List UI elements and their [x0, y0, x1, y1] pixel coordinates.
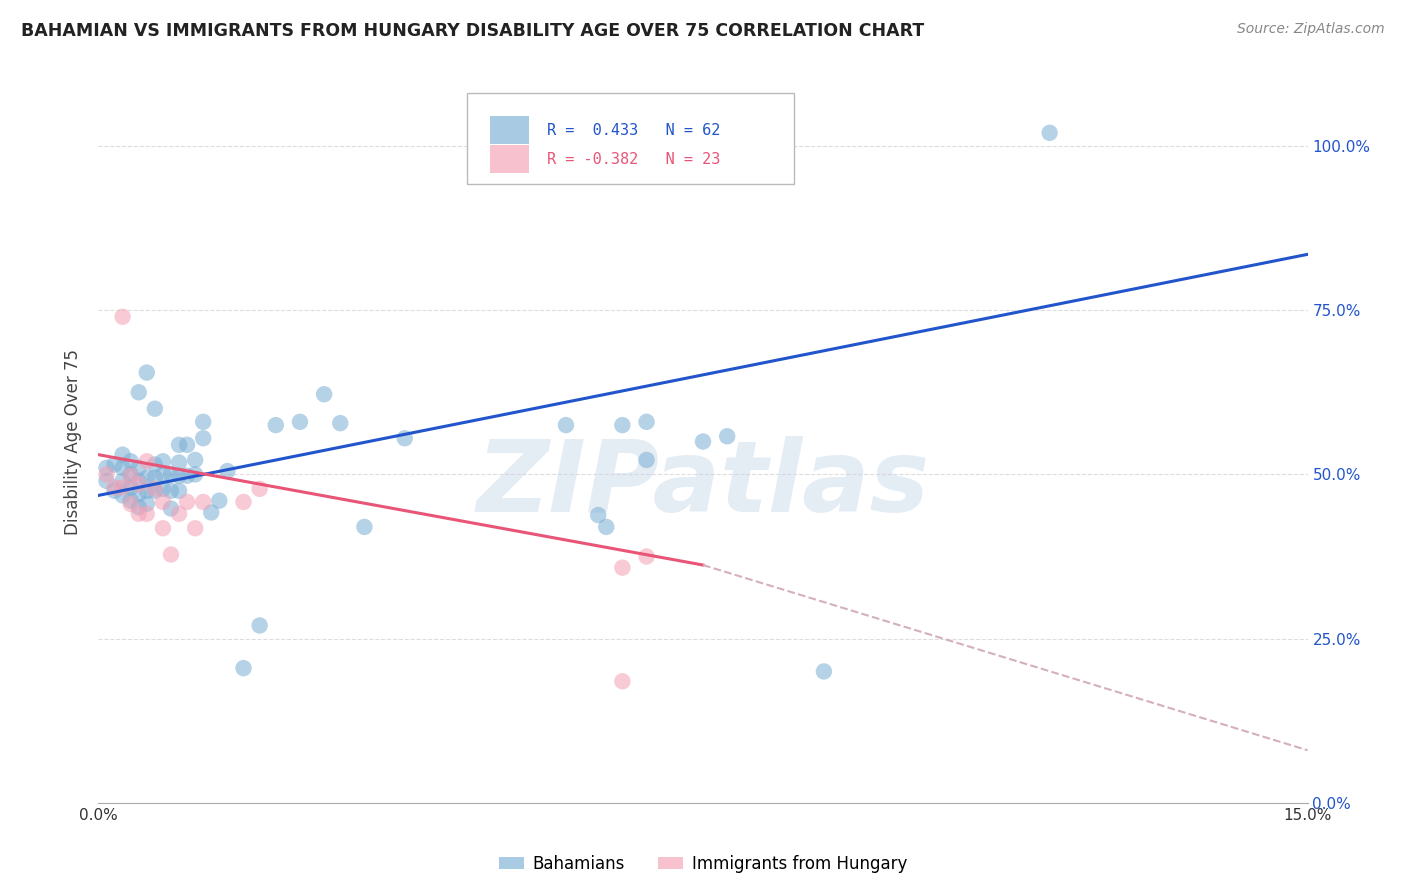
Point	[692, 434, 714, 449]
Point	[193, 495, 215, 509]
Point	[143, 483, 166, 498]
Point	[120, 468, 142, 483]
Point	[288, 415, 311, 429]
Point	[217, 464, 239, 478]
Point	[103, 481, 125, 495]
Point	[152, 495, 174, 509]
Legend: Bahamians, Immigrants from Hungary: Bahamians, Immigrants from Hungary	[492, 848, 914, 880]
Point	[176, 468, 198, 483]
Text: BAHAMIAN VS IMMIGRANTS FROM HUNGARY DISABILITY AGE OVER 75 CORRELATION CHART: BAHAMIAN VS IMMIGRANTS FROM HUNGARY DISA…	[21, 22, 924, 40]
Point	[160, 467, 183, 482]
Point	[167, 438, 190, 452]
Point	[96, 467, 118, 482]
Point	[128, 500, 150, 515]
Point	[128, 487, 150, 501]
Point	[103, 483, 125, 498]
Point	[160, 501, 183, 516]
Point	[111, 481, 134, 495]
Point	[193, 415, 215, 429]
Point	[249, 482, 271, 496]
Point	[160, 483, 183, 498]
Point	[143, 471, 166, 485]
Point	[111, 460, 134, 475]
Point	[152, 482, 174, 496]
Point	[232, 661, 254, 675]
Point	[314, 387, 336, 401]
Point	[612, 674, 634, 689]
Point	[184, 521, 207, 535]
Point	[120, 493, 142, 508]
Point	[111, 474, 134, 488]
Point	[96, 474, 118, 488]
Point	[167, 456, 190, 470]
Y-axis label: Disability Age Over 75: Disability Age Over 75	[65, 349, 83, 534]
Point	[612, 418, 634, 433]
Point	[128, 477, 150, 491]
Text: R =  0.433   N = 62: R = 0.433 N = 62	[547, 122, 720, 137]
Point	[128, 460, 150, 475]
Point	[167, 507, 190, 521]
Point	[612, 560, 634, 574]
Point	[1039, 126, 1062, 140]
Point	[636, 549, 658, 564]
Point	[111, 310, 134, 324]
Point	[143, 482, 166, 496]
Point	[167, 468, 190, 483]
Point	[176, 438, 198, 452]
Text: Source: ZipAtlas.com: Source: ZipAtlas.com	[1237, 22, 1385, 37]
Point	[232, 495, 254, 509]
Point	[143, 401, 166, 416]
Point	[152, 454, 174, 468]
Point	[208, 493, 231, 508]
FancyBboxPatch shape	[491, 116, 529, 144]
Point	[329, 416, 352, 430]
Point	[249, 618, 271, 632]
Point	[143, 458, 166, 472]
Point	[716, 429, 738, 443]
Point	[353, 520, 375, 534]
Point	[120, 497, 142, 511]
Point	[636, 415, 658, 429]
Point	[135, 454, 157, 468]
Point	[96, 460, 118, 475]
Point	[135, 507, 157, 521]
FancyBboxPatch shape	[467, 94, 793, 184]
Point	[135, 497, 157, 511]
Point	[152, 467, 174, 482]
Point	[813, 665, 835, 679]
Point	[135, 483, 157, 498]
Point	[394, 431, 416, 445]
Point	[111, 488, 134, 502]
Point	[176, 495, 198, 509]
Text: R = -0.382   N = 23: R = -0.382 N = 23	[547, 152, 720, 167]
Point	[586, 508, 609, 522]
Point	[636, 453, 658, 467]
Point	[128, 474, 150, 488]
Point	[120, 454, 142, 468]
Text: ZIPatlas: ZIPatlas	[477, 436, 929, 533]
Point	[167, 483, 190, 498]
Point	[120, 467, 142, 482]
Point	[128, 385, 150, 400]
Point	[193, 431, 215, 445]
Point	[160, 548, 183, 562]
Point	[152, 521, 174, 535]
Point	[128, 507, 150, 521]
Point	[103, 458, 125, 472]
FancyBboxPatch shape	[491, 145, 529, 173]
Point	[595, 520, 617, 534]
Point	[135, 366, 157, 380]
Point	[135, 471, 157, 485]
Point	[184, 467, 207, 482]
Point	[120, 481, 142, 495]
Point	[111, 448, 134, 462]
Point	[184, 453, 207, 467]
Point	[200, 506, 222, 520]
Point	[264, 418, 287, 433]
Point	[555, 418, 578, 433]
